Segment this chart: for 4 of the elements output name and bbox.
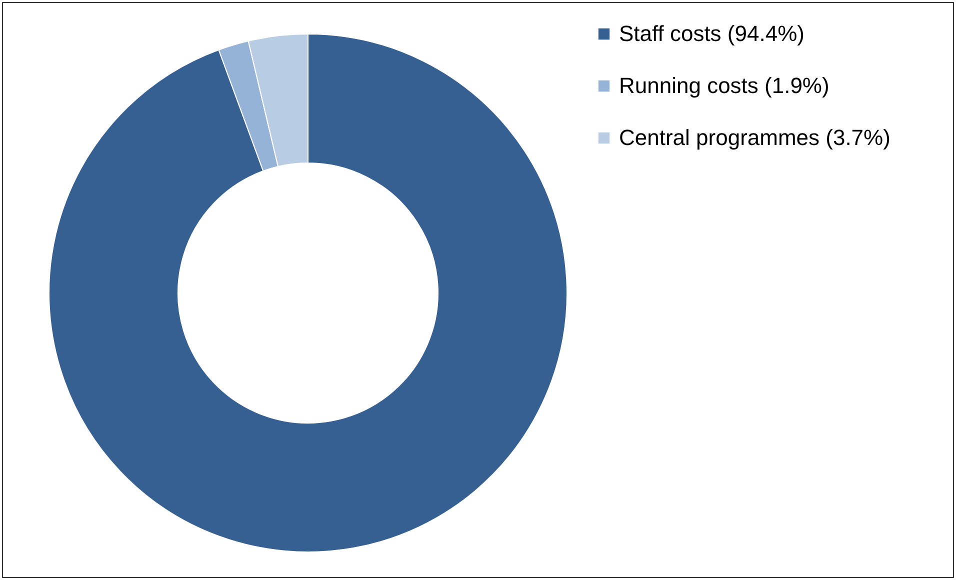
legend-label: Running costs (1.9%) bbox=[619, 73, 830, 98]
legend-label: Staff costs (94.4%) bbox=[619, 21, 804, 46]
donut-slice bbox=[48, 34, 568, 552]
legend-label: Central programmes (3.7%) bbox=[619, 125, 890, 150]
